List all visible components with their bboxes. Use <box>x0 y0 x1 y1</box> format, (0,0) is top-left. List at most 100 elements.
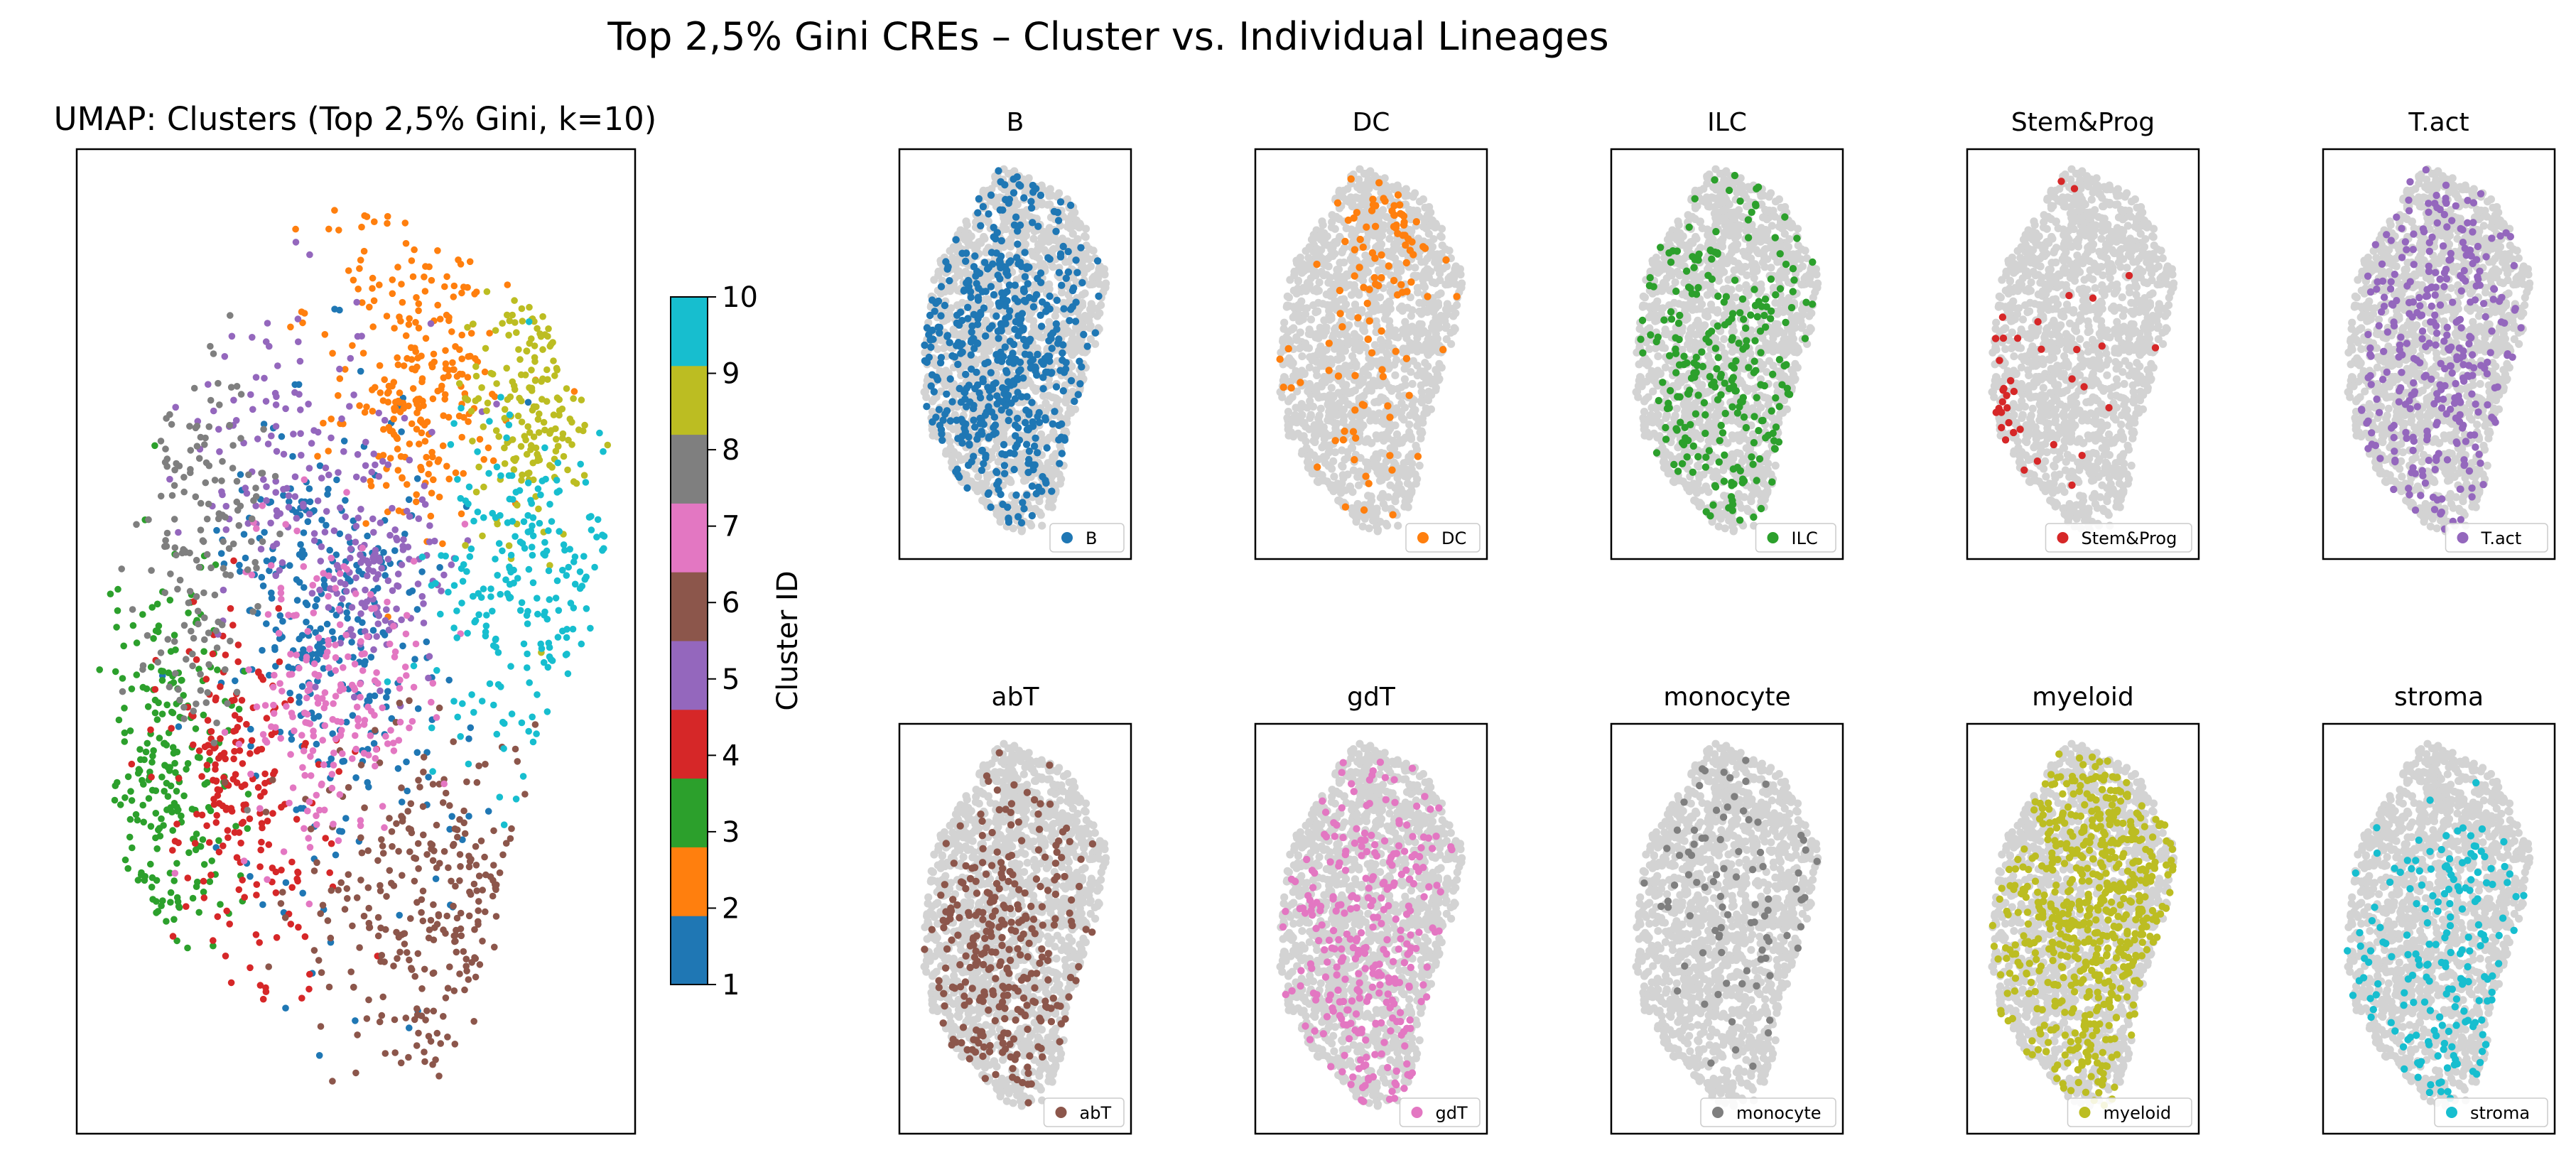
point <box>341 906 349 913</box>
point <box>374 913 382 921</box>
point <box>328 784 336 792</box>
point <box>234 641 242 649</box>
point <box>445 317 453 325</box>
point <box>964 303 972 311</box>
point <box>180 488 188 496</box>
point <box>229 465 237 472</box>
point <box>163 806 171 813</box>
point <box>578 582 586 590</box>
point <box>255 669 262 676</box>
point <box>247 725 254 733</box>
point <box>542 475 549 483</box>
point <box>305 798 313 806</box>
point <box>564 466 571 474</box>
point <box>565 436 572 444</box>
point <box>521 433 529 440</box>
point <box>576 568 584 575</box>
point <box>509 496 516 503</box>
point <box>315 1052 323 1059</box>
point <box>230 727 237 735</box>
point <box>268 432 275 440</box>
point <box>115 716 123 724</box>
point <box>1011 395 1019 403</box>
point <box>383 313 391 320</box>
point <box>1059 341 1067 349</box>
point <box>200 711 207 719</box>
point <box>292 239 300 246</box>
point <box>270 710 278 717</box>
point <box>203 551 211 558</box>
point <box>1048 191 1056 200</box>
point <box>492 636 499 644</box>
point <box>370 450 377 457</box>
point <box>468 691 475 698</box>
point <box>317 1023 325 1030</box>
cluster-7-points <box>171 476 469 908</box>
point <box>390 622 397 630</box>
point <box>413 606 421 613</box>
point <box>458 932 465 940</box>
point <box>303 710 311 718</box>
point <box>408 717 416 725</box>
point <box>194 607 202 615</box>
point <box>982 332 990 340</box>
point <box>417 416 425 423</box>
point <box>418 985 426 992</box>
point <box>118 565 125 573</box>
point <box>1028 398 1036 406</box>
point <box>384 398 392 406</box>
point <box>203 761 211 769</box>
point <box>456 970 463 977</box>
point <box>389 739 397 747</box>
point <box>435 704 443 712</box>
point <box>997 406 1005 414</box>
point <box>363 403 370 411</box>
point <box>382 482 390 489</box>
point <box>340 438 348 445</box>
point <box>946 339 953 347</box>
point <box>357 834 364 842</box>
point <box>242 484 249 492</box>
point <box>394 582 402 590</box>
point <box>300 646 307 654</box>
point <box>450 282 458 290</box>
point <box>176 576 184 584</box>
point <box>171 466 178 474</box>
point <box>295 338 302 346</box>
point <box>161 589 168 597</box>
point <box>229 442 237 449</box>
point <box>408 420 416 428</box>
point <box>456 851 464 858</box>
point <box>126 815 134 823</box>
point <box>460 819 467 827</box>
point <box>112 668 119 676</box>
point <box>427 916 435 924</box>
point <box>158 710 166 717</box>
point <box>288 858 296 866</box>
point <box>566 546 573 553</box>
point <box>483 407 490 414</box>
point <box>244 825 251 833</box>
cluster-6-points <box>221 697 539 1085</box>
point <box>465 735 472 742</box>
point <box>404 949 411 956</box>
point <box>559 566 566 574</box>
point <box>394 955 401 962</box>
point <box>215 848 223 856</box>
point <box>1029 234 1038 243</box>
point <box>439 540 446 548</box>
point <box>504 281 512 288</box>
point <box>295 381 303 389</box>
point <box>205 462 213 470</box>
point <box>133 521 140 528</box>
point <box>399 642 406 650</box>
point <box>470 709 477 716</box>
point <box>353 703 361 711</box>
point <box>221 353 229 360</box>
point <box>186 549 193 557</box>
point <box>408 356 416 363</box>
point <box>428 698 435 706</box>
point <box>178 676 185 684</box>
point <box>305 681 313 688</box>
point <box>399 814 406 822</box>
